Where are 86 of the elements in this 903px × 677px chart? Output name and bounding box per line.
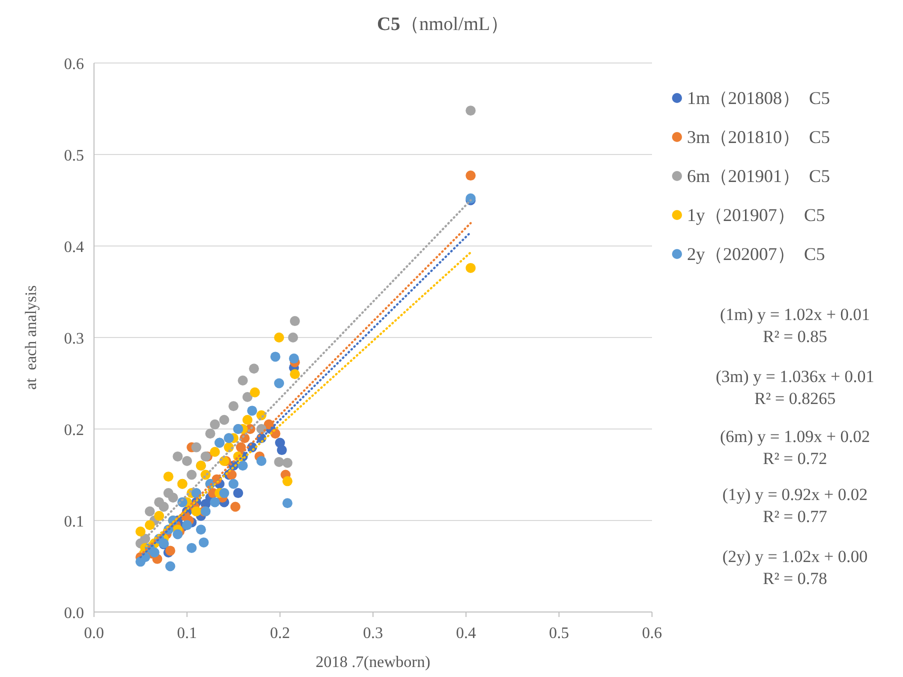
point: [282, 476, 292, 486]
x-tick-label: 0.0: [84, 625, 104, 642]
point: [233, 488, 244, 498]
text: R² = 0.72: [762, 449, 828, 468]
point: [144, 506, 155, 516]
y-tick-label: 0.6: [64, 56, 84, 73]
point: [282, 498, 292, 508]
point: [191, 488, 202, 498]
legend-label: 2y（202007） C5: [687, 244, 826, 264]
text: R² = 0.77: [762, 507, 828, 526]
point: [210, 419, 220, 430]
y-tick-label: 0.4: [64, 239, 84, 256]
point: [250, 387, 260, 398]
point: [205, 428, 216, 439]
y-tick-label: 0.5: [64, 148, 84, 164]
point: [247, 406, 258, 416]
point: [149, 548, 160, 558]
point: [158, 502, 169, 512]
text: (3m) y = 1.036x + 0.01: [716, 367, 874, 386]
point: [219, 414, 230, 425]
x-tick-label: 0.4: [456, 625, 476, 642]
point: [210, 446, 220, 457]
point: [238, 460, 248, 471]
point: [466, 106, 476, 116]
point: [288, 332, 298, 342]
legend-label: 1m（201808） C5: [687, 88, 830, 108]
point: [270, 352, 280, 362]
y-axis-title: at each analysis: [23, 285, 40, 390]
point: [168, 492, 178, 503]
point: [242, 392, 252, 402]
point: [182, 456, 192, 466]
point: [172, 451, 183, 462]
point: [230, 502, 240, 512]
text: (1y) y = 0.92x + 0.02: [722, 485, 868, 504]
text: R² = 0.8265: [754, 389, 836, 408]
point: [248, 364, 259, 374]
point: [191, 506, 202, 516]
point: [466, 262, 476, 273]
text: R² = 0.85: [762, 327, 828, 346]
legend-label: 6m（201901） C5: [687, 166, 830, 186]
point: [182, 520, 192, 530]
point: [290, 369, 300, 380]
point: [210, 497, 220, 508]
point: [236, 442, 246, 452]
point: [172, 529, 183, 540]
text: (2y) y = 1.02x + 0.00: [722, 547, 868, 566]
y-tick-label: 0.1: [64, 514, 84, 530]
point: [219, 488, 230, 498]
point: [154, 510, 164, 521]
point: [290, 316, 300, 326]
x-tick-label: 0.5: [549, 625, 569, 642]
x-tick-label: 0.2: [270, 625, 290, 642]
point: [274, 332, 284, 342]
point: [136, 526, 146, 536]
point: [256, 456, 266, 466]
point: [228, 478, 238, 489]
chart-title: C5（nmol/mL）: [377, 14, 509, 35]
point: [228, 401, 238, 412]
point: [282, 458, 292, 468]
point: [198, 537, 209, 548]
point: [186, 470, 197, 480]
y-tick-label: 0.2: [64, 422, 84, 439]
x-tick-label: 0.1: [177, 625, 197, 642]
x-axis-title: 2018 .7(newborn): [316, 654, 430, 671]
text: (6m) y = 1.09x + 0.02: [720, 427, 870, 446]
point: [274, 456, 284, 467]
legend-label: 3m（201810） C5: [687, 127, 830, 147]
point: [186, 542, 197, 553]
point: [196, 524, 206, 535]
point: [165, 561, 176, 572]
point: [191, 442, 202, 452]
text: R² = 0.78: [762, 569, 828, 588]
point: [276, 445, 287, 456]
point: [274, 378, 284, 388]
x-tick-label: 0.3: [363, 625, 383, 642]
point: [144, 520, 155, 530]
point: [163, 472, 174, 482]
x-tick-label: 0.6: [642, 625, 662, 642]
point: [238, 376, 248, 386]
text: (1m) y = 1.02x + 0.01: [720, 305, 870, 324]
point: [288, 354, 299, 364]
legend-label: 1y（201907） C5: [687, 205, 826, 225]
point: [466, 170, 476, 181]
y-tick-label: 0.3: [64, 330, 84, 348]
point: [242, 414, 252, 425]
y-tick-label: 0.0: [64, 605, 84, 622]
